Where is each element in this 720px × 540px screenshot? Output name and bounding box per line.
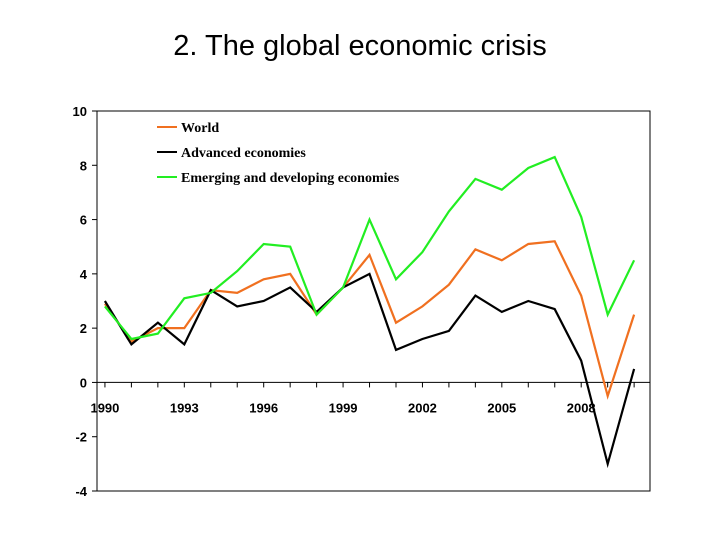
y-tick-label: 2 xyxy=(80,321,87,336)
legend-label: Advanced economies xyxy=(181,146,306,161)
x-tick-label: 1996 xyxy=(249,400,278,415)
y-tick-label: -4 xyxy=(75,484,87,499)
y-tick-label: 4 xyxy=(80,267,88,282)
x-tick-label: 2005 xyxy=(487,400,516,415)
x-tick-label: 2008 xyxy=(567,400,596,415)
x-axis: 1990 1993 1996 1999 2002 2005 2008 xyxy=(90,382,635,415)
series-line-emerging-and-developing-economies xyxy=(104,155,636,341)
series-group xyxy=(103,155,636,469)
y-tick-label: 6 xyxy=(80,213,87,228)
x-tick-label: 1993 xyxy=(170,400,199,415)
y-tick-label: 8 xyxy=(80,158,87,173)
x-tick-label: 1999 xyxy=(329,400,358,415)
slide-title: 2. The global economic crisis xyxy=(173,30,547,62)
series-line-advanced-economies xyxy=(103,272,636,469)
y-axis: 10 8 6 4 2 0 -2 -4 xyxy=(73,104,97,499)
y-tick-label: -2 xyxy=(75,430,87,445)
x-tick-label: 1990 xyxy=(90,400,119,415)
series-line-world xyxy=(103,240,636,400)
y-tick-label: 0 xyxy=(80,375,87,390)
legend: World Advanced economies Emerging and deve… xyxy=(157,121,400,186)
legend-label: World xyxy=(181,121,219,136)
plot-frame xyxy=(96,110,651,492)
y-tick-label: 10 xyxy=(73,104,87,119)
legend-label: Emerging and developing economies xyxy=(181,171,400,186)
x-tick-label: 2002 xyxy=(408,400,437,415)
